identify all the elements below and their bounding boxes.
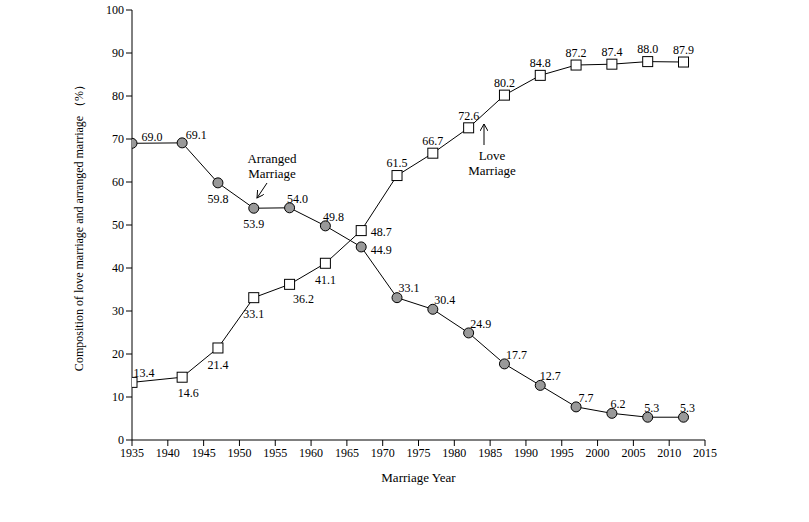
svg-text:20: 20 xyxy=(112,347,124,361)
svg-text:13.4: 13.4 xyxy=(134,366,155,380)
svg-text:1935: 1935 xyxy=(120,446,144,460)
svg-text:1970: 1970 xyxy=(371,446,395,460)
svg-text:12.7: 12.7 xyxy=(540,369,561,383)
svg-text:60: 60 xyxy=(112,175,124,189)
svg-text:1940: 1940 xyxy=(156,446,180,460)
svg-text:ArrangedMarriage: ArrangedMarriage xyxy=(247,151,297,181)
svg-text:5.3: 5.3 xyxy=(644,401,659,415)
svg-text:Marriage Year: Marriage Year xyxy=(381,470,456,485)
svg-text:Composition of love marriage a: Composition of love marriage and arrange… xyxy=(72,79,86,371)
svg-text:70: 70 xyxy=(112,132,124,146)
svg-text:21.4: 21.4 xyxy=(207,358,228,372)
svg-text:2005: 2005 xyxy=(621,446,645,460)
svg-text:33.1: 33.1 xyxy=(243,307,264,321)
svg-text:1965: 1965 xyxy=(335,446,359,460)
svg-text:2015: 2015 xyxy=(693,446,717,460)
svg-text:0: 0 xyxy=(118,433,124,447)
svg-text:84.8: 84.8 xyxy=(530,56,551,70)
svg-text:88.0: 88.0 xyxy=(637,42,658,56)
svg-text:2010: 2010 xyxy=(657,446,681,460)
svg-text:1995: 1995 xyxy=(550,446,574,460)
svg-text:1950: 1950 xyxy=(227,446,251,460)
svg-text:54.0: 54.0 xyxy=(287,192,308,206)
svg-text:14.6: 14.6 xyxy=(178,386,199,400)
svg-text:87.2: 87.2 xyxy=(566,46,587,60)
svg-text:87.9: 87.9 xyxy=(673,43,694,57)
svg-text:44.9: 44.9 xyxy=(371,243,392,257)
svg-text:36.2: 36.2 xyxy=(293,292,314,306)
svg-text:80.2: 80.2 xyxy=(494,76,515,90)
svg-text:69.0: 69.0 xyxy=(142,130,163,144)
svg-text:24.9: 24.9 xyxy=(470,317,491,331)
svg-text:1985: 1985 xyxy=(478,446,502,460)
svg-text:59.8: 59.8 xyxy=(207,192,228,206)
svg-text:1960: 1960 xyxy=(299,446,323,460)
svg-text:17.7: 17.7 xyxy=(506,348,527,362)
svg-text:72.6: 72.6 xyxy=(458,109,479,123)
svg-text:87.4: 87.4 xyxy=(601,45,622,59)
svg-text:1990: 1990 xyxy=(514,446,538,460)
svg-text:49.8: 49.8 xyxy=(323,210,344,224)
svg-text:5.3: 5.3 xyxy=(680,401,695,415)
svg-text:1975: 1975 xyxy=(407,446,431,460)
svg-text:61.5: 61.5 xyxy=(387,156,408,170)
svg-text:33.1: 33.1 xyxy=(399,281,420,295)
svg-text:6.2: 6.2 xyxy=(610,397,625,411)
svg-text:41.1: 41.1 xyxy=(315,273,336,287)
svg-text:1945: 1945 xyxy=(192,446,216,460)
svg-text:50: 50 xyxy=(112,218,124,232)
svg-text:90: 90 xyxy=(112,46,124,60)
svg-text:48.7: 48.7 xyxy=(371,225,392,239)
svg-text:40: 40 xyxy=(112,261,124,275)
svg-text:30: 30 xyxy=(112,304,124,318)
svg-text:7.7: 7.7 xyxy=(579,391,594,405)
svg-text:80: 80 xyxy=(112,89,124,103)
svg-text:53.9: 53.9 xyxy=(243,217,264,231)
svg-text:2000: 2000 xyxy=(586,446,610,460)
svg-text:LoveMarriage: LoveMarriage xyxy=(468,148,516,178)
svg-text:100: 100 xyxy=(106,3,124,17)
svg-text:30.4: 30.4 xyxy=(434,293,455,307)
svg-text:10: 10 xyxy=(112,390,124,404)
svg-text:66.7: 66.7 xyxy=(422,134,443,148)
svg-text:1980: 1980 xyxy=(442,446,466,460)
svg-text:1955: 1955 xyxy=(263,446,287,460)
svg-text:69.1: 69.1 xyxy=(186,128,207,142)
